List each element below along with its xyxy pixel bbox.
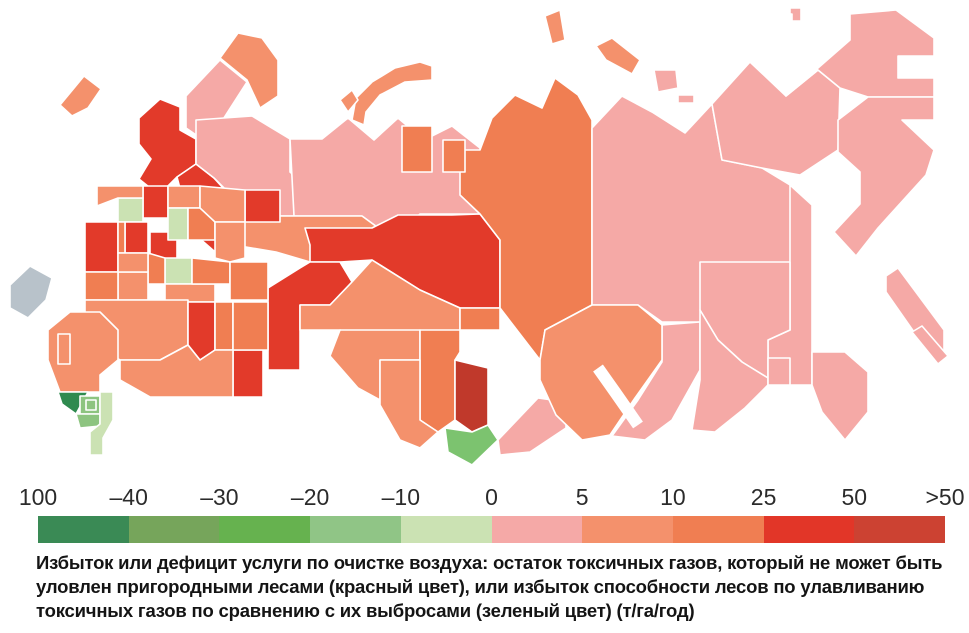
map-region-region-72	[885, 267, 945, 353]
map-region-region-39	[47, 311, 119, 393]
legend-tick: 10	[660, 484, 686, 510]
map-region-region-60	[677, 94, 695, 104]
map-region-region-54	[442, 139, 466, 173]
map-region-region-14	[96, 185, 144, 207]
legend-color-segment	[763, 516, 855, 543]
map-region-region-30	[214, 221, 246, 263]
legend-tick: –20	[290, 484, 330, 510]
map-region-region-73	[911, 325, 949, 365]
map-region-region-01	[9, 265, 53, 319]
map-region-region-24	[164, 257, 193, 285]
caption-line: токсичных газов по сравнению с их выброс…	[36, 600, 695, 621]
map-region-region-26	[117, 271, 149, 301]
legend-tick: 25	[750, 484, 777, 510]
map-region-region-25	[147, 252, 166, 285]
map-region-region-47	[419, 329, 461, 433]
map-region-region-59	[653, 69, 679, 93]
figure-caption: Избыток или дефицит услуги по очистке во…	[36, 551, 966, 623]
map-region-region-27	[84, 271, 119, 301]
legend-color-segment	[219, 516, 311, 543]
map-region-region-64	[785, 9, 935, 98]
map-region-region-56	[339, 89, 359, 113]
legend-tick-labels: 100 –40 –30 –20 –10 0 5 10 25 50 >50	[19, 484, 965, 512]
legend-tick: –10	[381, 484, 420, 510]
map-region-region-32	[117, 252, 149, 273]
map-region-region-02	[59, 75, 102, 117]
map-region-region-63	[711, 61, 841, 176]
legend-tick: 50	[841, 484, 868, 510]
legend-tick: 0	[485, 484, 498, 510]
legend-color-segment	[582, 516, 673, 543]
legend-tick: 5	[575, 484, 589, 510]
map-region-region-36	[232, 349, 264, 398]
choropleth-map-container	[9, 7, 949, 466]
legend-color-segment	[491, 516, 583, 543]
map-region-region-58	[595, 37, 641, 75]
color-scale-legend: 100 –40 –30 –20 –10 0 5 10 25 50 >50	[19, 484, 965, 544]
legend-tick: –40	[109, 484, 148, 510]
legend-color-segment	[128, 516, 220, 543]
inner-border-1	[57, 333, 71, 365]
map-region-region-71	[811, 351, 869, 441]
map-region-region-43	[89, 391, 114, 456]
legend-tick: –30	[200, 484, 239, 510]
russia-map	[9, 7, 949, 466]
legend-color-segment	[400, 516, 492, 543]
legend-color-segment	[672, 516, 764, 543]
map-region-region-48	[379, 359, 439, 449]
map-region-region-19	[167, 185, 201, 209]
map-region-region-04	[219, 32, 279, 109]
map-region-region-45	[459, 307, 501, 331]
map-region-region-12	[142, 185, 169, 219]
inner-border-2	[85, 399, 97, 411]
map-region-region-37	[119, 344, 234, 398]
map-region-region-16	[124, 221, 149, 254]
legend-color-segment	[38, 516, 129, 543]
caption-line: Избыток или дефицит услуги по очистке во…	[36, 552, 943, 573]
map-region-region-18	[117, 221, 126, 254]
map-region-region-20	[167, 207, 189, 241]
map-region-region-38	[232, 301, 269, 351]
map-region-region-53	[401, 125, 433, 173]
map-region-region-70	[767, 357, 791, 386]
legend-color-segment	[310, 516, 401, 543]
map-region-region-31	[229, 261, 269, 301]
map-region-region-13	[117, 197, 144, 223]
map-region-region-35	[214, 301, 234, 351]
legend-color-bar	[38, 516, 946, 543]
map-region-region-57	[544, 9, 566, 45]
legend-tick: >50	[925, 484, 965, 510]
legend-tick: 100	[18, 484, 58, 510]
map-region-region-55	[351, 61, 433, 126]
map-region-region-51	[497, 397, 567, 456]
map-region-region-49	[454, 359, 489, 433]
legend-color-segment	[854, 516, 946, 543]
map-region-region-22	[244, 189, 281, 223]
map-region-region-29	[191, 257, 231, 285]
lake-baikal	[593, 364, 643, 429]
caption-line: уловлен пригородными лесами (красный цве…	[36, 576, 925, 597]
map-region-region-41	[79, 395, 101, 415]
map-region-region-15	[84, 221, 119, 273]
map-region-region-65	[833, 96, 935, 257]
map-region-region-61	[789, 7, 802, 22]
